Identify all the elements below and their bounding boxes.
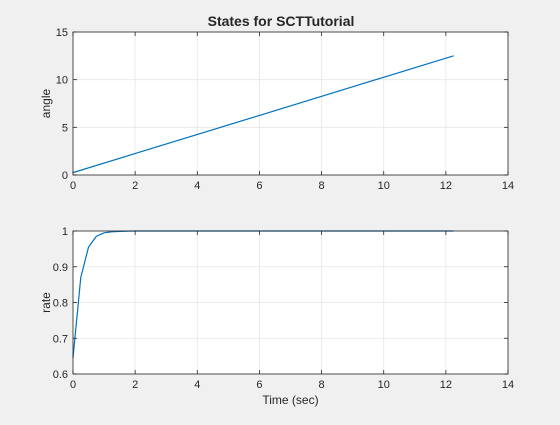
x-tick-label: 14	[502, 379, 514, 391]
y-tick-label: 1	[62, 226, 68, 238]
y-tick-label: 0.7	[53, 333, 68, 345]
x-tick-label: 0	[70, 379, 76, 391]
x-tick-label: 12	[440, 180, 452, 192]
x-tick-label: 8	[319, 379, 325, 391]
axes-angle[interactable]: 0 2 4 6 8 10 12 14 0 5 10 15 angle	[39, 27, 514, 192]
x-tick-label: 4	[194, 180, 200, 192]
x-tick-label: 0	[70, 180, 76, 192]
x-tick-label: 10	[378, 180, 390, 192]
x-tick-label: 2	[132, 180, 138, 192]
figure-title: States for SCTTutorial	[208, 13, 355, 29]
y-tick-label: 0.8	[53, 298, 68, 310]
y-tick-label: 0	[62, 170, 68, 182]
y-axis-label: angle	[39, 89, 53, 119]
x-tick-label: 8	[319, 180, 325, 192]
x-tick-label: 6	[256, 379, 262, 391]
x-tick-label: 14	[502, 180, 514, 192]
y-tick-label: 0.9	[53, 262, 68, 274]
y-tick-label: 15	[56, 27, 68, 39]
y-axis-label: rate	[39, 292, 53, 313]
x-tick-label: 6	[256, 180, 262, 192]
x-tick-label: 2	[132, 379, 138, 391]
x-tick-label: 12	[440, 379, 452, 391]
y-tick-label: 10	[56, 75, 68, 87]
plot-area	[73, 32, 508, 175]
axes-rate[interactable]: 0 2 4 6 8 10 12 14 0.6 0.7 0.8 0.9 1 rate Time (sec)	[39, 226, 514, 407]
series-line-0	[72, 55, 454, 174]
y-tick-label: 0.6	[53, 369, 68, 381]
x-tick-label: 4	[194, 379, 200, 391]
y-tick-label: 5	[62, 122, 68, 134]
x-tick-label: 10	[378, 379, 390, 391]
axes-frame	[72, 31, 509, 176]
x-axis-label: Time (sec)	[262, 393, 318, 407]
